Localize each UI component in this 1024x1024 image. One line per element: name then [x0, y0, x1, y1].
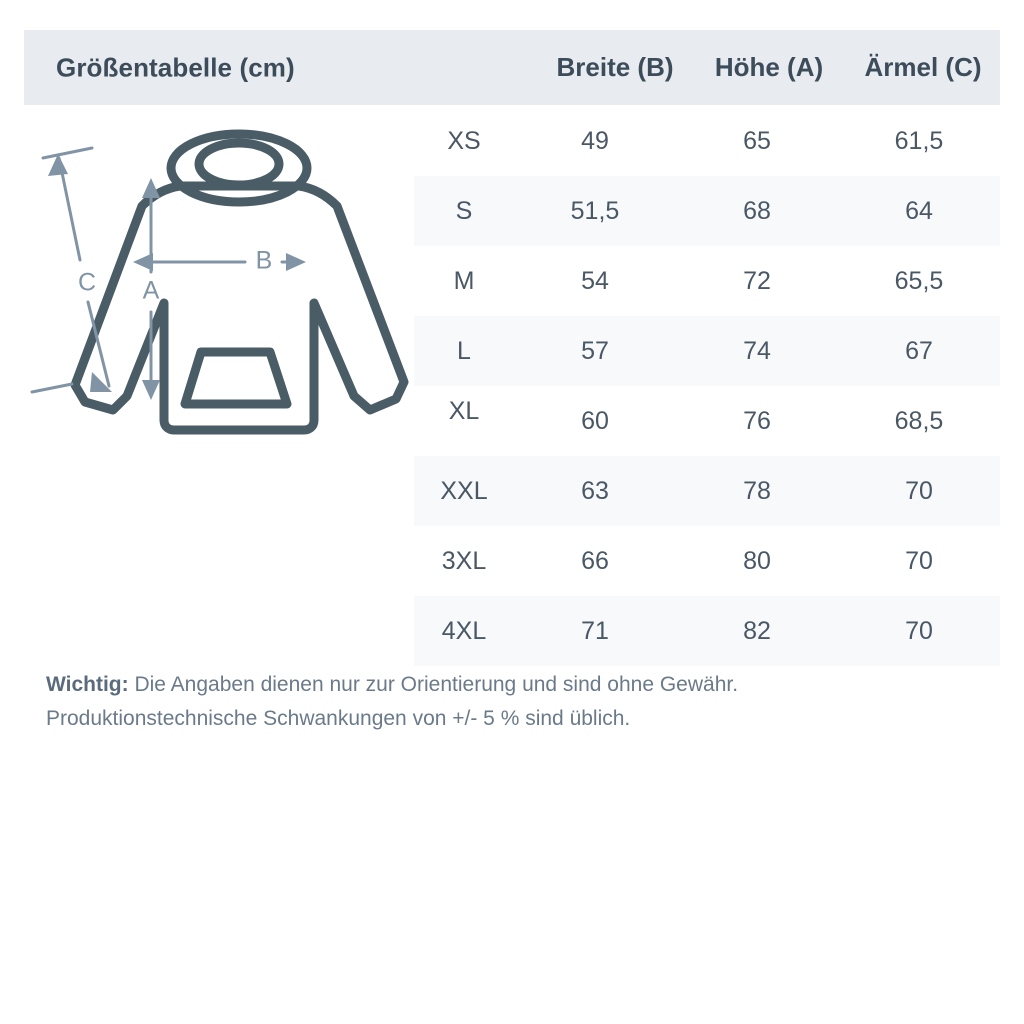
cell-breite: 57 — [581, 336, 609, 365]
cell-aermel: 70 — [905, 476, 933, 505]
table-row: M 54 72 65,5 — [414, 246, 1000, 316]
table-row: S 51,5 68 64 — [414, 176, 1000, 246]
hoodie-diagram: C A B — [30, 120, 430, 460]
cell-size: 4XL — [441, 616, 487, 645]
cell-hoehe: 80 — [743, 546, 771, 575]
cell-breite: 54 — [581, 266, 609, 295]
cell-aermel: 70 — [905, 616, 933, 645]
dimension-lines-group — [30, 146, 306, 400]
cell-size: 3XL — [441, 546, 487, 575]
cell-hoehe: 68 — [743, 196, 771, 225]
garment-outline-group — [70, 129, 409, 435]
dimension-c-tick-bottom — [30, 382, 74, 394]
cell-size: S — [455, 196, 473, 225]
cell-size: XS — [447, 126, 481, 155]
dimension-b-arrowhead-right — [286, 253, 306, 271]
cell-breite: 51,5 — [570, 196, 620, 225]
dimension-label-a: A — [143, 277, 160, 305]
cell-aermel: 64 — [905, 196, 933, 225]
cell-breite: 49 — [581, 126, 609, 155]
dimension-label-b: B — [256, 247, 273, 275]
dimension-label-c: C — [78, 269, 96, 297]
pocket-path — [180, 347, 292, 409]
dimension-c-line-lower — [86, 300, 111, 388]
table-row: L 57 74 67 — [414, 316, 1000, 386]
disclaimer-label: Wichtig: — [46, 673, 129, 696]
cell-size: XXL — [440, 476, 488, 505]
cell-breite: 66 — [581, 546, 609, 575]
table-row: XS 49 65 61,5 — [414, 106, 1000, 176]
column-header-breite: Breite (B) — [556, 52, 674, 82]
cell-aermel: 67 — [905, 336, 933, 365]
cell-aermel: 70 — [905, 546, 933, 575]
dimension-c-tick-top — [41, 146, 94, 160]
dimension-a-arrowhead-bottom — [142, 380, 160, 400]
hood-outer-ellipse — [166, 129, 312, 207]
cell-aermel: 68,5 — [894, 406, 944, 435]
table-row: 3XL 66 80 70 — [414, 526, 1000, 596]
cell-breite: 60 — [581, 406, 609, 435]
cell-breite: 71 — [581, 616, 609, 645]
dimension-c-line-upper — [57, 156, 82, 262]
disclaimer-line-2: Produktionstechnische Schwankungen von +… — [46, 707, 631, 730]
disclaimer-note: Wichtig: Die Angaben dienen nur zur Orie… — [46, 668, 986, 736]
dimension-c-arrowhead-bottom — [90, 372, 112, 392]
dimension-c-arrowhead-top — [48, 154, 68, 176]
hoodie-illustration-svg: C A B — [30, 129, 409, 435]
disclaimer-line-1: Die Angaben dienen nur zur Orientierung … — [128, 673, 739, 696]
table-row: XL 60 76 68,5 — [414, 386, 1000, 456]
cell-hoehe: 78 — [743, 476, 771, 505]
dimension-b-arrowhead-left — [133, 253, 153, 271]
table-row: 4XL 71 82 70 — [414, 596, 1000, 666]
cell-size: M — [453, 266, 475, 295]
cell-hoehe: 82 — [743, 616, 771, 645]
cell-hoehe: 65 — [743, 126, 771, 155]
table-row: XXL 63 78 70 — [414, 456, 1000, 526]
dimension-labels-group: C A B — [78, 247, 272, 305]
page-title: Größentabelle (cm) — [56, 52, 295, 82]
cell-size: L — [457, 336, 471, 365]
table-header-band: Größentabelle (cm) Breite (B) Höhe (A) Ä… — [24, 30, 1000, 105]
hoodie-body-path — [70, 181, 409, 435]
size-table-body: XS 49 65 61,5 S 51,5 68 64 M 54 72 65,5 … — [414, 106, 1000, 666]
column-header-aermel: Ärmel (C) — [864, 52, 982, 82]
column-headers: Breite (B) Höhe (A) Ärmel (C) — [538, 30, 1000, 105]
hood-inner-ellipse — [194, 138, 284, 190]
cell-hoehe: 72 — [743, 266, 771, 295]
cell-size: XL — [448, 396, 480, 425]
cell-breite: 63 — [581, 476, 609, 505]
cell-hoehe: 76 — [743, 406, 771, 435]
cell-hoehe: 74 — [743, 336, 771, 365]
column-header-hoehe: Höhe (A) — [714, 52, 824, 82]
dimension-a-arrowhead-top — [142, 178, 160, 198]
cell-aermel: 61,5 — [894, 126, 944, 155]
cell-aermel: 65,5 — [894, 266, 944, 295]
